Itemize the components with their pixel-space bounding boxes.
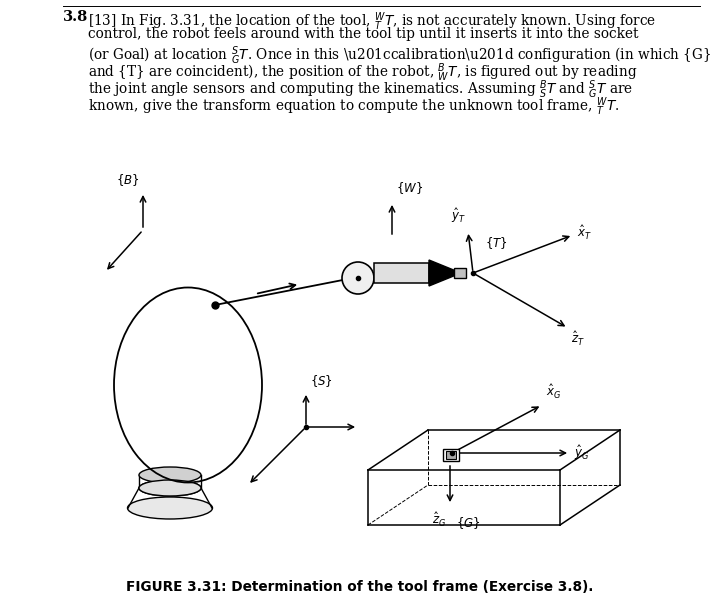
Polygon shape <box>429 260 461 286</box>
Bar <box>443 449 459 461</box>
Ellipse shape <box>139 480 201 496</box>
Text: $\{T\}$: $\{T\}$ <box>485 235 508 251</box>
Text: 3.8: 3.8 <box>63 10 89 24</box>
Ellipse shape <box>139 480 201 496</box>
Bar <box>454 268 466 278</box>
Text: FIGURE 3.31: Determination of the tool frame (Exercise 3.8).: FIGURE 3.31: Determination of the tool f… <box>126 580 594 594</box>
Text: $\hat{y}_G$: $\hat{y}_G$ <box>574 444 590 462</box>
Bar <box>374 263 429 283</box>
Text: $\hat{x}_T$: $\hat{x}_T$ <box>577 224 592 242</box>
Text: $\{W\}$: $\{W\}$ <box>396 180 423 196</box>
Text: [13] In Fig. 3.31, the location of the tool, ${}^W_T T$, is not accurately known: [13] In Fig. 3.31, the location of the t… <box>88 10 656 33</box>
Text: $\hat{x}_G$: $\hat{x}_G$ <box>546 383 562 401</box>
Ellipse shape <box>127 497 212 519</box>
Text: $\hat{z}_T$: $\hat{z}_T$ <box>571 330 585 348</box>
Text: known, give the transform equation to compute the unknown tool frame, ${}^W_T T$: known, give the transform equation to co… <box>88 95 619 118</box>
Text: $\hat{y}_T$: $\hat{y}_T$ <box>451 206 466 225</box>
Bar <box>446 451 456 459</box>
Text: control, the robot feels around with the tool tip until it inserts it into the s: control, the robot feels around with the… <box>88 27 639 41</box>
Text: the joint angle sensors and computing the kinematics. Assuming ${}^B_S T$ and ${: the joint angle sensors and computing th… <box>88 78 634 100</box>
Text: (or Goal) at location ${}^S_G T$. Once in this \u201ccalibration\u201d configura: (or Goal) at location ${}^S_G T$. Once i… <box>88 44 711 66</box>
Text: and {T} are coincident), the position of the robot, ${}^B_W T$, is figured out b: and {T} are coincident), the position of… <box>88 61 637 84</box>
Text: $\{S\}$: $\{S\}$ <box>310 373 333 389</box>
Text: $\{B\}$: $\{B\}$ <box>117 172 140 188</box>
Ellipse shape <box>139 467 201 483</box>
Text: $\{G\}$: $\{G\}$ <box>456 515 481 531</box>
Circle shape <box>342 262 374 294</box>
Text: $\hat{z}_G$: $\hat{z}_G$ <box>432 511 446 529</box>
